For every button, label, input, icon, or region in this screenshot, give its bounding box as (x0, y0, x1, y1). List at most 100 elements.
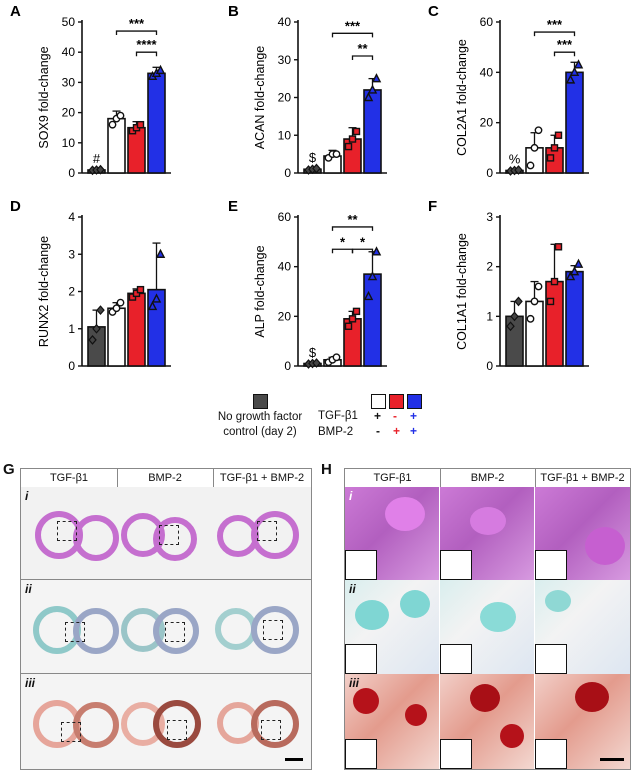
h-i-3-inset (535, 550, 567, 580)
h-ii-1-blob-b (400, 590, 430, 618)
h-iii-1-blob-b (405, 704, 427, 726)
significance-bracket (351, 55, 374, 60)
h-iii-2-blob-b (500, 724, 524, 748)
y-tick-label: 3 (486, 210, 493, 224)
g-ii-box-2 (165, 622, 185, 642)
significance-stars: * (340, 234, 346, 249)
data-point (569, 266, 580, 276)
y-tick-label: 2 (486, 260, 493, 274)
y-tick-label: 1 (68, 322, 75, 336)
h-row-iii-col-3 (535, 674, 630, 769)
data-point (514, 296, 523, 307)
h-ii-2-inset (440, 644, 472, 674)
legend-bmp-sign-2: + (393, 424, 401, 438)
data-point (534, 282, 543, 291)
data-point (363, 91, 374, 102)
data-point (526, 161, 535, 170)
legend-swatch-tgf (371, 394, 386, 409)
legend-control-line1: No growth factor (217, 411, 303, 423)
data-point (573, 59, 584, 69)
y-tick-label: 30 (62, 75, 76, 89)
data-point (569, 66, 580, 77)
panel-letter: A (10, 3, 21, 20)
panel-g-col-header-1: TGF-β1 (21, 469, 118, 488)
data-point (116, 111, 125, 120)
y-tick-label: 40 (480, 65, 494, 79)
h-row-ii-col-2 (440, 580, 535, 674)
data-point (573, 258, 584, 268)
significance-symbol: $ (309, 345, 317, 360)
panel-h-col-header-2: BMP-2 (440, 469, 536, 488)
h-iii-3-blob (575, 682, 609, 712)
significance-bracket (553, 51, 576, 57)
y-axis-title: ACAN fold-change (253, 46, 267, 150)
y-axis-title: SOX9 fold-change (37, 46, 51, 148)
panel-letter: D (10, 198, 21, 215)
g-i-pellet-1b (73, 515, 119, 561)
significance-stars: ** (357, 41, 368, 56)
significance-stars: *** (547, 17, 563, 32)
significance-stars: *** (129, 16, 145, 31)
data-point (565, 74, 576, 84)
h-row-ii-col-1: ii (345, 580, 440, 674)
y-tick-label: 20 (278, 309, 292, 323)
data-point (352, 307, 361, 316)
g-iii-pellet-2b (153, 700, 201, 748)
chart-panel-D: D RUNX2 fold-change 0 1 2 3 4 (10, 198, 171, 373)
significance-stars: *** (345, 18, 361, 33)
y-tick-label: 20 (480, 116, 494, 130)
y-tick-label: 60 (480, 15, 494, 29)
data-point (510, 311, 519, 322)
h-ii-3-inset (535, 644, 567, 674)
data-point (344, 322, 353, 330)
y-tick-label: 40 (278, 260, 292, 274)
data-point (550, 144, 559, 152)
bar-4 (565, 71, 584, 174)
h-row-iii-col-1: iii (345, 674, 440, 769)
legend-tgf-sign-3: + (410, 409, 418, 423)
legend-bmp-label: BMP-2 (318, 426, 354, 438)
data-point (132, 289, 141, 298)
legend-bmp-sign-3: + (410, 424, 418, 438)
data-point (147, 300, 158, 311)
significance-bracket (115, 30, 158, 36)
g-iii-box-2 (167, 720, 187, 740)
y-tick-label: 30 (278, 53, 292, 67)
bar-4 (565, 270, 584, 367)
data-point (367, 84, 378, 94)
bar-2 (107, 307, 126, 367)
y-tick-label: 0 (284, 359, 291, 373)
panel-h-col-header-1: TGF-β1 (345, 469, 441, 488)
bar-3 (545, 280, 564, 367)
h-row-i-col-3 (535, 487, 630, 580)
data-point (352, 127, 361, 136)
data-point (506, 321, 515, 332)
g-iii-pellet-3b (251, 700, 299, 748)
legend-control-line2: control (day 2) (223, 426, 297, 438)
data-point (546, 154, 555, 162)
data-point (348, 315, 357, 323)
significance-stars: ** (347, 212, 358, 227)
h-iii-2-inset (440, 739, 472, 769)
bar-2 (525, 300, 544, 367)
data-point (128, 293, 137, 301)
significance-bracket (351, 248, 374, 254)
g-iii-pellet-1b (73, 702, 119, 748)
y-axis-title: COL1A1 fold-change (455, 233, 469, 350)
h-i-2-blob (470, 507, 506, 535)
y-axis-title: COL2A1 fold-change (455, 39, 469, 156)
panel-h: H TGF-β1 BMP-2 TGF-β1 + BMP-2 i ii (318, 458, 633, 776)
h-row-i-col-1: i (345, 487, 440, 580)
g-ii-box-3 (263, 620, 283, 640)
data-point (88, 335, 97, 345)
y-tick-label: 0 (486, 359, 493, 373)
significance-bracket (331, 32, 374, 38)
significance-bracket (331, 226, 374, 231)
significance-bracket (533, 31, 576, 37)
g-row-iii-label: iii (25, 676, 36, 690)
g-ii-box-1 (65, 622, 85, 642)
h-i-2-inset (440, 550, 472, 580)
legend-tgf-sign-2: - (393, 409, 397, 423)
y-tick-label: 0 (68, 166, 75, 180)
data-point (367, 271, 378, 281)
